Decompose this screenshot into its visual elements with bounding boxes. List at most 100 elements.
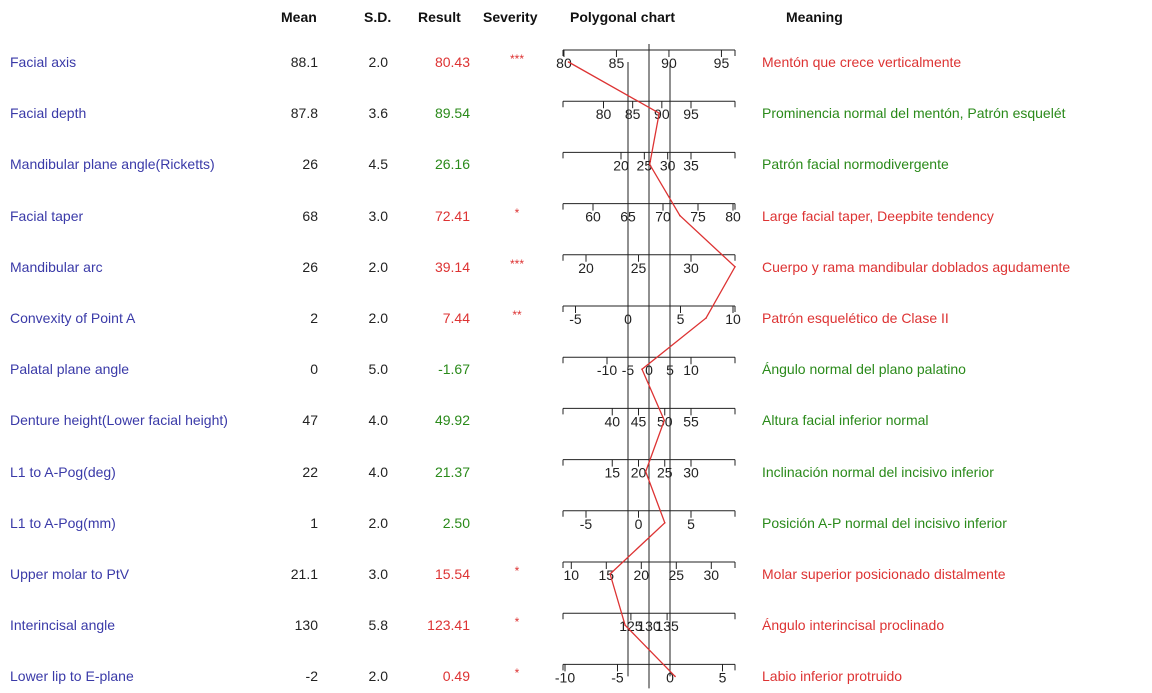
result-point (679, 214, 681, 217)
sd-value: 4.5 (368, 156, 388, 173)
sd-value: 2.0 (368, 310, 388, 326)
tick-label: 70 (655, 209, 671, 225)
tick-label: 5 (719, 669, 727, 685)
result-value: 0.49 (442, 668, 470, 685)
tick-label: 30 (660, 157, 676, 173)
tick-label: 5 (687, 516, 695, 532)
sd-value: 5.8 (368, 617, 388, 634)
tick-label: 10 (683, 362, 699, 378)
meaning-text: Molar superior posicionado distalmente (762, 566, 1006, 582)
tick-label: 30 (683, 465, 699, 481)
tick-label: 15 (604, 465, 620, 481)
meaning-text: Ángulo interincisal proclinado (762, 617, 945, 634)
mean-value: 87.8 (290, 105, 318, 122)
mean-value: 26 (302, 156, 318, 173)
tick-label: 90 (654, 106, 670, 122)
sd-value: 2.0 (368, 668, 388, 685)
tick-label: 10 (564, 567, 580, 583)
measurement-name: Mandibular plane angle(Ricketts) (10, 156, 215, 173)
result-point (674, 675, 676, 678)
sd-value: 2.0 (368, 54, 388, 70)
sd-value: 5.0 (368, 361, 388, 378)
result-point (567, 61, 570, 63)
mean-value: 68 (302, 207, 318, 224)
tick-label: 80 (556, 55, 572, 71)
tick-label: 60 (585, 209, 601, 225)
severity-stars: * (514, 615, 520, 630)
tick-label: 0 (666, 669, 674, 685)
tick-label: 20 (578, 260, 594, 276)
result-point (734, 266, 736, 268)
tick-label: 30 (683, 260, 699, 276)
result-value: 21.37 (434, 463, 470, 480)
mean-value: 47 (302, 412, 318, 429)
result-value: 123.41 (427, 617, 470, 634)
result-point (664, 522, 666, 524)
mean-value: 2 (310, 310, 318, 326)
tick-label: -10 (597, 362, 617, 378)
header-meaning: Meaning (786, 9, 843, 25)
tick-label: 55 (683, 413, 699, 429)
header-result: Result (418, 9, 461, 25)
measurement-name: Palatal plane angle (10, 361, 130, 378)
tick-label: -10 (555, 669, 575, 685)
measurement-name: Lower lip to E-plane (10, 668, 134, 685)
tick-label: 135 (655, 618, 679, 634)
result-point (705, 317, 707, 319)
meaning-text: Prominencia normal del mentón, Patrón es… (762, 105, 1066, 122)
tick-label: 20 (634, 567, 650, 583)
tick-label: 25 (631, 260, 647, 276)
tick-label: 80 (725, 209, 741, 225)
tick-label: 125 (619, 618, 643, 634)
meaning-text: Mentón que crece verticalmente (762, 54, 962, 70)
tick-label: 25 (669, 567, 685, 583)
header-sd: S.D. (364, 9, 392, 25)
tick-label: 95 (714, 55, 730, 71)
meaning-text: Patrón facial normodivergente (762, 156, 949, 173)
header-polygonal-chart: Polygonal chart (570, 9, 676, 25)
result-point (624, 624, 626, 626)
result-value: 2.50 (442, 514, 470, 531)
result-value: 80.43 (434, 54, 470, 70)
meaning-text: Inclinación normal del incisivo inferior (762, 463, 994, 480)
sd-value: 3.0 (368, 566, 388, 582)
measurement-name: L1 to A-Pog(deg) (10, 463, 116, 480)
mean-value: 26 (302, 258, 318, 275)
tick-label: 5 (677, 311, 685, 327)
tick-label: 20 (631, 465, 647, 481)
tick-label: -5 (569, 311, 582, 327)
result-value: 72.41 (434, 207, 470, 224)
result-value: 7.44 (442, 310, 470, 326)
result-value: 39.14 (434, 258, 470, 275)
measurement-name: Upper molar to PtV (10, 566, 130, 582)
mean-value: 1 (310, 514, 318, 531)
measurement-name: Mandibular arc (10, 258, 103, 275)
result-point (644, 470, 647, 473)
sd-value: 4.0 (368, 463, 388, 480)
sd-value: 2.0 (368, 258, 388, 275)
severity-stars: * (514, 564, 520, 578)
measurement-name: Facial axis (10, 54, 77, 70)
tick-label: 95 (683, 106, 699, 122)
tick-label: 85 (609, 55, 625, 71)
tick-label: 85 (625, 106, 641, 122)
meaning-text: Labio inferior protruido (762, 668, 903, 685)
tick-label: 10 (725, 311, 741, 327)
tick-label: 0 (635, 516, 643, 532)
result-point (663, 419, 666, 422)
mean-value: -2 (305, 668, 318, 685)
result-point (641, 368, 643, 371)
severity-stars: *** (509, 52, 524, 66)
meaning-text: Ángulo normal del plano palatino (762, 361, 966, 378)
measurement-name: Facial taper (10, 207, 84, 224)
measurement-name: L1 to A-Pog(mm) (10, 514, 116, 531)
result-point (648, 163, 651, 166)
tick-label: 80 (596, 106, 612, 122)
sd-value: 4.0 (368, 412, 388, 429)
result-point (658, 112, 660, 114)
meaning-text: Altura facial inferior normal (762, 412, 929, 429)
tick-label: 25 (657, 465, 673, 481)
tick-label: 0 (645, 362, 653, 378)
result-value: 15.54 (434, 566, 470, 582)
